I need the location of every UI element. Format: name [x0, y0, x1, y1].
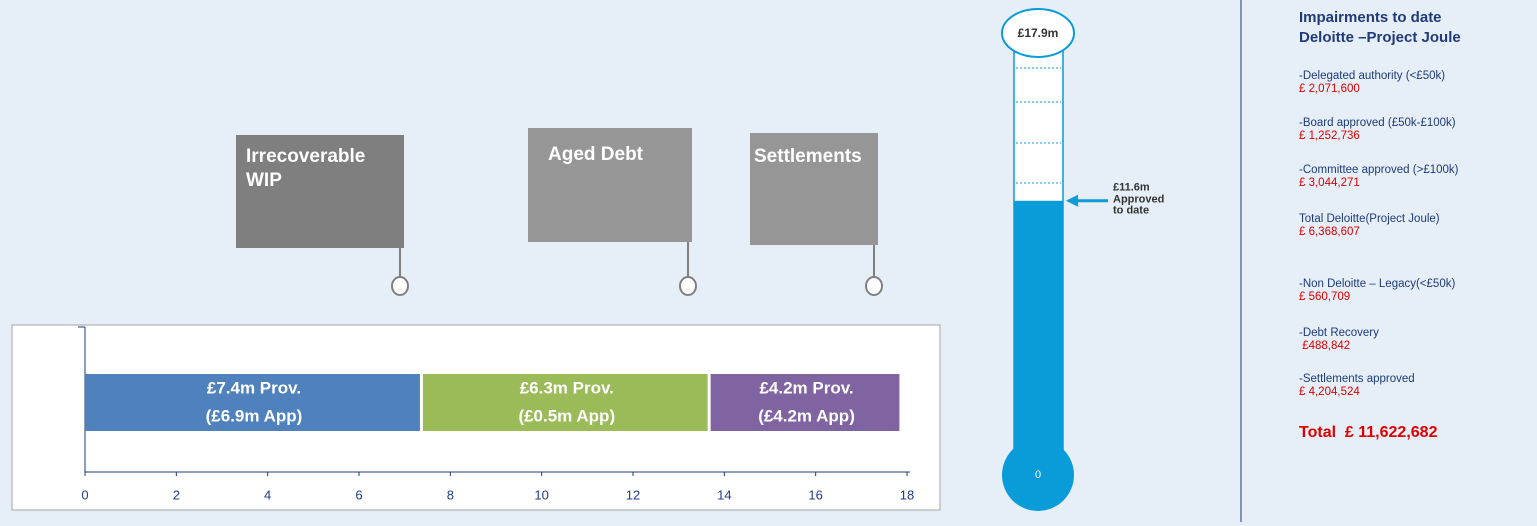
panel-item-label: -Non Deloitte – Legacy(<£50k) — [1299, 278, 1455, 290]
value-sublabel: (£6.9m App) — [206, 406, 303, 425]
panel-total: Total £ 11,622,682 — [1299, 424, 1438, 441]
thermo-caption: to date — [1113, 205, 1149, 217]
callout-pin-head — [391, 276, 409, 296]
value-label: £6.3m Prov. — [520, 378, 614, 397]
x-tick-label: 10 — [534, 487, 548, 502]
x-tick-label: 14 — [717, 487, 731, 502]
value-label: £4.2m Prov. — [759, 378, 853, 397]
panel-item-label: -Settlements approved — [1299, 373, 1415, 385]
thermo-arrowhead — [1066, 194, 1078, 207]
x-tick-label: 16 — [808, 487, 822, 502]
callout-box — [750, 133, 878, 245]
panel-item-amount: £ 2,071,600 — [1299, 83, 1360, 95]
bar-segment — [85, 374, 420, 431]
panel-item-label: Total Deloitte(Project Joule) — [1299, 213, 1440, 225]
value-sublabel: (£0.5m App) — [518, 406, 615, 425]
thermo-bulb — [1002, 439, 1074, 511]
thermo-caption: Approved — [1113, 194, 1164, 206]
value-label: £7.4m Prov. — [207, 378, 301, 397]
panel-item-label: -Delegated authority (<£50k) — [1299, 70, 1445, 82]
panel-item-amount: £ 560,709 — [1299, 291, 1350, 303]
panel-item-label: -Debt Recovery — [1299, 327, 1379, 339]
panel-title: Deloitte –Project Joule — [1299, 29, 1461, 46]
thermo-value-label: £11.6m — [1113, 182, 1150, 194]
callout-pin-head — [865, 276, 883, 296]
x-tick-label: 2 — [173, 487, 180, 502]
callout-label: Irrecoverable — [246, 146, 365, 167]
callout-box — [236, 135, 404, 248]
panel-item-label: -Committee approved (>£100k) — [1299, 164, 1459, 176]
thermo-top — [1001, 8, 1075, 58]
bar-segment — [422, 374, 708, 431]
thermo-min-label: 0 — [1035, 469, 1041, 481]
panel-item-amount: £ 6,368,607 — [1299, 226, 1360, 238]
x-tick-label: 4 — [264, 487, 271, 502]
x-tick-label: 0 — [81, 487, 88, 502]
x-tick-label: 8 — [447, 487, 454, 502]
panel-item-amount: £ 3,044,271 — [1299, 177, 1360, 189]
bar-segment — [710, 374, 900, 431]
x-tick-label: 18 — [900, 487, 914, 502]
thermo-max-label: £17.9m — [1018, 26, 1059, 40]
callout-label: Aged Debt — [548, 144, 644, 165]
callout-pin-head — [679, 276, 697, 296]
x-tick-label: 6 — [355, 487, 362, 502]
panel-item-amount: £ 1,252,736 — [1299, 130, 1360, 142]
callout-label: Settlements — [754, 146, 862, 167]
panel-item-amount: £ 4,204,524 — [1299, 386, 1360, 398]
panel-title: Impairments to date — [1299, 9, 1442, 26]
thermo-fill — [1014, 200, 1063, 466]
x-tick-label: 12 — [626, 487, 640, 502]
callout-box — [528, 128, 692, 242]
value-sublabel: (£4.2m App) — [758, 406, 855, 425]
callout-label: WIP — [246, 170, 282, 191]
panel-item-label: -Board approved (£50k-£100k) — [1299, 117, 1456, 129]
panel-item-amount: £488,842 — [1299, 340, 1350, 352]
